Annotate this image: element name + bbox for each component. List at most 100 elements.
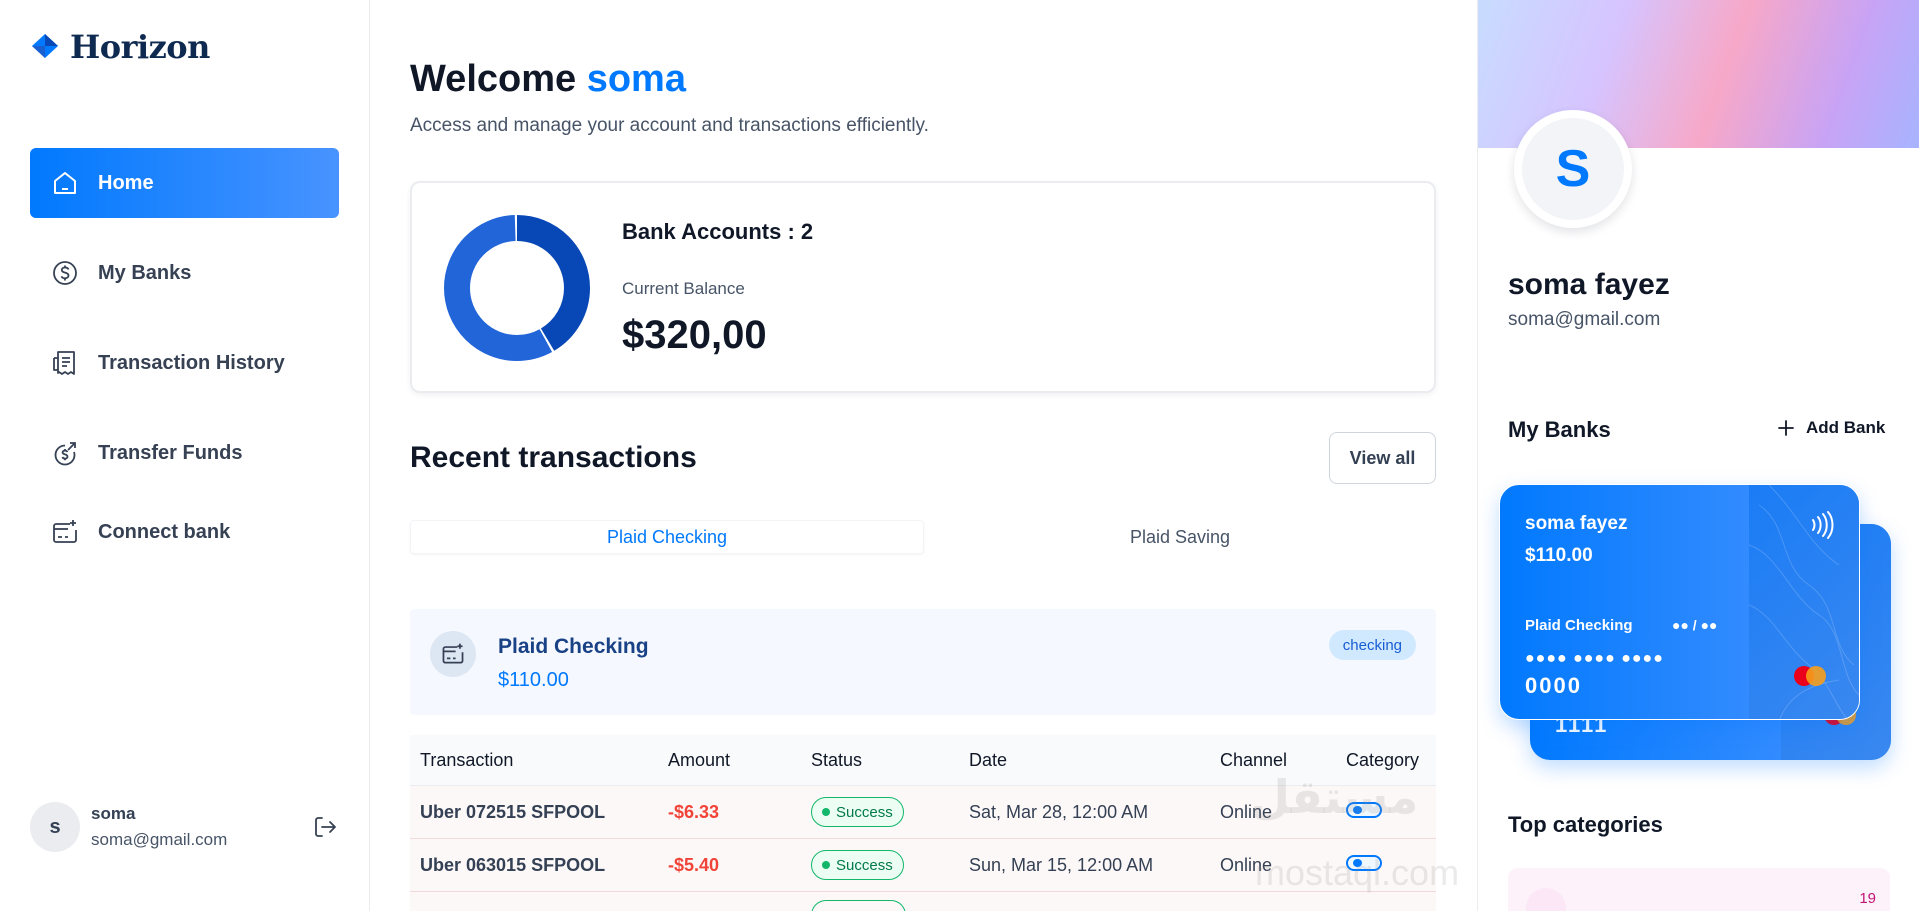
horizon-logo-icon	[32, 34, 58, 58]
balance-summary-text: Bank Accounts : 2 Current Balance $320,0…	[622, 219, 813, 358]
card-holder-name: soma fayez	[1525, 513, 1628, 534]
contactless-icon	[1812, 511, 1834, 539]
plus-icon	[1778, 420, 1794, 436]
sidebar-item-connect-bank[interactable]: Connect bank	[30, 508, 339, 556]
recent-transactions-title: Recent transactions	[410, 441, 697, 474]
profile-email: soma@gmail.com	[1508, 309, 1661, 330]
sidebar-item-label: Connect bank	[98, 520, 231, 543]
money-send-icon	[54, 442, 76, 466]
category-count: 19	[1859, 890, 1876, 907]
tab-plaid-saving[interactable]: Plaid Saving	[1129, 526, 1231, 547]
user-name: soma	[91, 804, 136, 823]
user-info: soma soma@gmail.com	[91, 804, 227, 850]
sidebar-item-label: Transfer Funds	[98, 441, 243, 464]
table-row[interactable]: Uber 063015 SFPOOL -$5.40 Success Sun, M…	[410, 839, 1436, 892]
user-email: soma@gmail.com	[91, 830, 228, 849]
column-header: Category	[1346, 749, 1420, 770]
add-bank-label: Add Bank	[1806, 418, 1886, 437]
bank-card-primary[interactable]: soma fayez $110.00 Plaid Checking ●● / ●…	[1499, 484, 1860, 720]
status-dot-icon	[822, 808, 830, 816]
user-avatar: s	[30, 802, 80, 852]
bank-info-name: Plaid Checking	[498, 635, 649, 658]
right-sidebar: S soma fayez soma@gmail.com My Banks Add…	[1477, 0, 1919, 911]
bank-accounts-count: Bank Accounts : 2	[622, 219, 814, 244]
transaction-category-cell	[1336, 854, 1436, 876]
transaction-status-cell: Success	[801, 797, 959, 827]
page-subtitle: Access and manage your account and trans…	[410, 115, 929, 136]
mastercard-logo-icon	[1794, 666, 1826, 686]
selected-bank-info: Plaid Checking $110.00 checking	[410, 609, 1436, 715]
receipt-icon	[53, 351, 75, 375]
column-header: Transaction	[420, 749, 514, 770]
bank-info-icon-wrapper	[430, 631, 476, 677]
card-bank-name: Plaid Checking	[1525, 617, 1633, 634]
my-banks-title: My Banks	[1508, 417, 1611, 442]
category-toggle-icon[interactable]	[1346, 801, 1382, 818]
dollar-circle-icon	[53, 261, 77, 285]
transaction-amount: -$6.33	[668, 801, 720, 822]
profile-avatar: S	[1514, 110, 1632, 228]
sidebar-item-label: My Banks	[98, 261, 192, 284]
column-header: Date	[969, 749, 1008, 770]
current-balance-value: $320,00	[622, 313, 767, 357]
donut-slice	[444, 215, 590, 361]
status-label: Success	[836, 803, 893, 821]
column-header: Amount	[668, 749, 731, 770]
view-all-button[interactable]: View all	[1329, 432, 1436, 484]
sidebar: Horizon Home My Banks Transaction Hi	[0, 0, 370, 911]
card-number-mask: 0000	[1525, 673, 1582, 698]
logout-icon[interactable]	[310, 812, 340, 842]
transactions-table: Transaction Amount Status Date Channel C…	[410, 735, 1436, 911]
sidebar-item-transaction-history[interactable]: Transaction History	[30, 328, 339, 398]
card-add-icon	[442, 643, 464, 664]
bank-tabs: Plaid Checking Plaid Saving	[410, 520, 1436, 554]
donut-slice	[444, 215, 590, 361]
category-toggle-icon[interactable]	[1346, 854, 1382, 871]
status-dot-icon	[822, 861, 830, 869]
table-header: Transaction Amount Status Date Channel C…	[410, 735, 1436, 786]
sidebar-item-transfer-funds[interactable]: Transfer Funds	[30, 418, 339, 488]
app-name: Horizon	[70, 28, 210, 66]
transaction-channel: Online	[1220, 854, 1273, 875]
logo[interactable]: Horizon	[30, 28, 210, 66]
category-icon	[1526, 888, 1566, 911]
card-balance: $110.00	[1525, 545, 1593, 566]
balance-donut-chart	[444, 215, 590, 361]
sidebar-item-label: Home	[98, 171, 154, 194]
transaction-channel: Online	[1220, 801, 1273, 822]
sidebar-item-label: Transaction History	[98, 351, 285, 374]
current-balance-label: Current Balance	[622, 279, 745, 298]
home-icon	[54, 172, 76, 194]
transaction-date: Sun, Mar 15, 12:00 AM	[969, 854, 1154, 875]
table-row[interactable]: Uber 072515 SFPOOL -$6.33 Success Sat, M…	[410, 786, 1436, 839]
account-type-badge: checking	[1328, 630, 1416, 660]
transaction-category-cell	[1336, 801, 1436, 823]
card-add-icon	[53, 520, 77, 543]
transaction-name: Uber 072515 SFPOOL	[420, 801, 606, 822]
status-label: Success	[836, 856, 893, 874]
transaction-date: Sat, Mar 28, 12:00 AM	[969, 801, 1149, 822]
main-nav: Home My Banks Transaction History	[30, 148, 339, 564]
status-badge: Success	[811, 797, 904, 827]
sidebar-item-home[interactable]: Home	[30, 148, 339, 218]
transaction-name: Uber 063015 SFPOOL	[420, 854, 606, 875]
card-expiry: ●● / ●●	[1672, 617, 1718, 633]
welcome-label: Welcome	[410, 58, 577, 100]
tab-plaid-checking[interactable]: Plaid Checking	[410, 520, 924, 554]
add-bank-button[interactable]: Add Bank	[1776, 418, 1885, 438]
category-card[interactable]: 19	[1508, 868, 1890, 911]
table-row-partial	[410, 892, 1436, 911]
transaction-status-cell: Success	[801, 850, 959, 880]
page-title: Welcome soma	[410, 58, 686, 101]
column-header: Status	[811, 749, 863, 770]
column-header: Channel	[1220, 749, 1288, 770]
sidebar-user: s soma soma@gmail.com	[30, 797, 340, 857]
card-number-dots: ●●●● ●●●● ●●●●	[1525, 650, 1664, 667]
transaction-amount: -$5.40	[668, 854, 720, 875]
sidebar-item-my-banks[interactable]: My Banks	[30, 238, 339, 308]
bank-info-amount: $110.00	[498, 669, 569, 691]
status-badge: Success	[811, 850, 904, 880]
welcome-user-name: soma	[586, 58, 686, 100]
status-badge-partial	[811, 900, 906, 911]
profile-name: soma fayez	[1508, 268, 1670, 301]
